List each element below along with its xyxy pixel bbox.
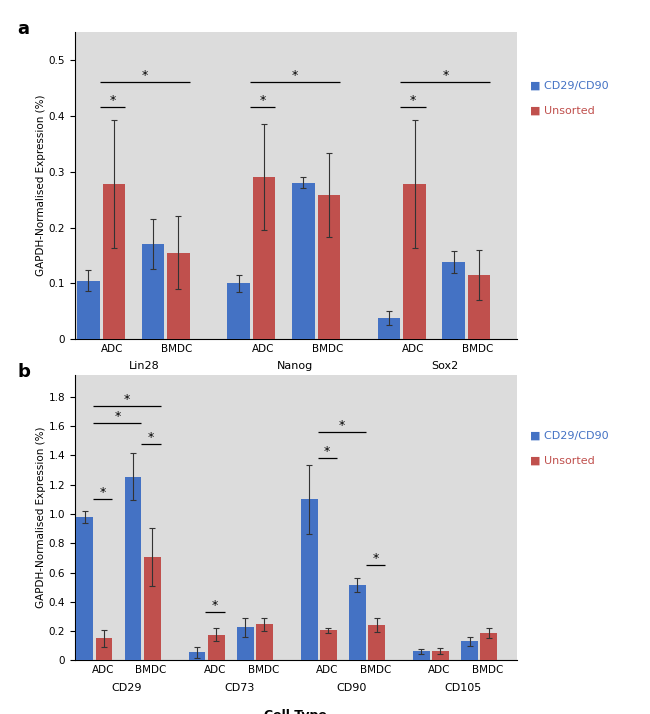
Text: Nanog: Nanog <box>277 361 313 371</box>
Bar <box>320 630 337 660</box>
Text: *: * <box>292 69 298 82</box>
Text: *: * <box>212 599 218 612</box>
Text: a: a <box>18 20 29 38</box>
Bar <box>368 625 385 660</box>
Bar <box>480 633 497 660</box>
Y-axis label: GAPDH-Normalised Expression (%): GAPDH-Normalised Expression (%) <box>36 95 46 276</box>
Text: *: * <box>148 431 154 443</box>
Text: CD73: CD73 <box>224 683 254 693</box>
Text: *: * <box>124 393 130 406</box>
Bar <box>188 653 205 660</box>
Bar <box>462 641 478 660</box>
Bar <box>142 244 164 339</box>
Bar <box>125 477 142 660</box>
Bar <box>432 651 449 660</box>
Bar <box>378 318 400 339</box>
Text: ■ CD29/CD90: ■ CD29/CD90 <box>530 431 608 441</box>
Bar <box>349 585 366 660</box>
Text: *: * <box>372 552 378 565</box>
Text: *: * <box>410 94 416 108</box>
Text: Sox2: Sox2 <box>432 361 459 371</box>
Bar <box>256 624 273 660</box>
Text: b: b <box>18 363 30 381</box>
Text: *: * <box>114 410 120 423</box>
Bar <box>144 557 161 660</box>
Bar <box>237 628 254 660</box>
Text: ■ Unsorted: ■ Unsorted <box>530 106 595 116</box>
Text: CD29: CD29 <box>112 683 142 693</box>
Text: Cell Type: Cell Type <box>265 709 327 714</box>
Bar <box>403 184 426 339</box>
Bar <box>77 281 99 339</box>
Text: ■ Unsorted: ■ Unsorted <box>530 456 595 466</box>
Bar <box>227 283 250 339</box>
Bar <box>443 262 465 339</box>
Bar <box>167 253 190 339</box>
Bar <box>103 184 125 339</box>
Text: CD105: CD105 <box>445 683 482 693</box>
Text: Cell Type: Cell Type <box>265 388 327 401</box>
Bar <box>301 499 318 660</box>
Bar <box>96 638 112 660</box>
Text: ■ CD29/CD90: ■ CD29/CD90 <box>530 81 608 91</box>
Text: CD90: CD90 <box>336 683 367 693</box>
Text: *: * <box>99 486 106 499</box>
Bar <box>413 651 430 660</box>
Text: *: * <box>109 94 116 108</box>
Bar <box>468 275 491 339</box>
Y-axis label: GAPDH-Normalised Expression (%): GAPDH-Normalised Expression (%) <box>36 427 46 608</box>
Text: *: * <box>259 94 266 108</box>
Bar <box>208 635 224 660</box>
Bar <box>253 177 276 339</box>
Text: *: * <box>442 69 448 82</box>
Text: *: * <box>339 419 345 432</box>
Text: *: * <box>142 69 148 82</box>
Text: *: * <box>324 446 330 458</box>
Bar <box>292 183 315 339</box>
Text: Lin28: Lin28 <box>129 361 160 371</box>
Bar <box>77 517 93 660</box>
Bar <box>318 195 340 339</box>
